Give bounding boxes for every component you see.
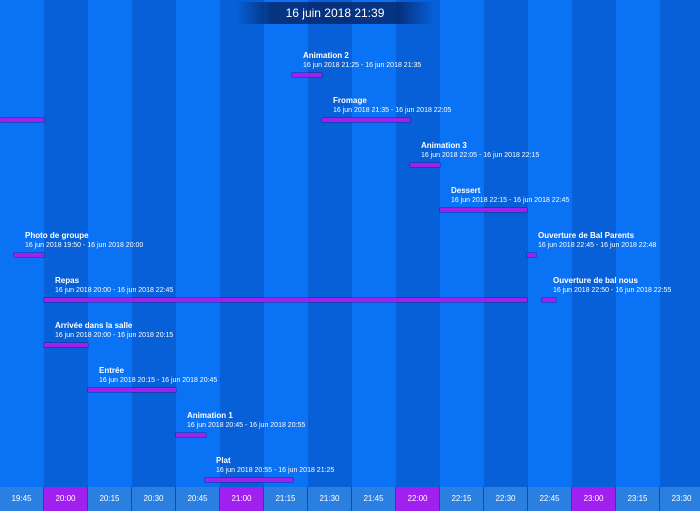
time-tick[interactable]: 20:45 bbox=[176, 487, 220, 511]
event-title-arrivee-salle[interactable]: Arrivée dans la salle bbox=[55, 321, 133, 330]
event-title-repas[interactable]: Repas bbox=[55, 276, 80, 285]
event-range-repas: 16 jun 2018 20:00 - 16 jun 2018 22:45 bbox=[55, 287, 174, 294]
time-tick[interactable]: 22:15 bbox=[440, 487, 484, 511]
event-range-photo-de-groupe: 16 jun 2018 19:50 - 16 jun 2018 20:00 bbox=[25, 242, 144, 249]
event-title-photo-de-groupe[interactable]: Photo de groupe bbox=[25, 231, 89, 240]
time-tick[interactable]: 21:45 bbox=[352, 487, 396, 511]
time-column bbox=[484, 0, 528, 487]
event-bar-dessert[interactable] bbox=[440, 208, 527, 212]
event-title-fromage[interactable]: Fromage bbox=[333, 96, 367, 105]
event-title-animation-3[interactable]: Animation 3 bbox=[421, 141, 467, 150]
event-range-plat: 16 jun 2018 20:55 - 16 jun 2018 21:25 bbox=[216, 467, 335, 474]
event-range-dessert: 16 jun 2018 22:15 - 16 jun 2018 22:45 bbox=[451, 197, 570, 204]
event-bar-animation-2[interactable] bbox=[292, 73, 322, 77]
time-tick[interactable]: 21:30 bbox=[308, 487, 352, 511]
time-column bbox=[308, 0, 352, 487]
event-bar-fromage[interactable] bbox=[322, 118, 410, 122]
event-title-ouverture-bal-nous[interactable]: Ouverture de bal nous bbox=[553, 276, 638, 285]
time-column bbox=[132, 0, 176, 487]
event-bar-ouverture-bal-nous[interactable] bbox=[542, 298, 556, 302]
event-bar-repas[interactable] bbox=[44, 298, 527, 302]
time-column bbox=[440, 0, 484, 487]
time-tick[interactable]: 22:45 bbox=[528, 487, 572, 511]
event-title-animation-2[interactable]: Animation 2 bbox=[303, 51, 349, 60]
time-column bbox=[528, 0, 572, 487]
event-bar-entree[interactable] bbox=[88, 388, 176, 392]
time-tick[interactable]: 22:30 bbox=[484, 487, 528, 511]
time-column bbox=[352, 0, 396, 487]
time-column bbox=[176, 0, 220, 487]
event-bar-photo-de-groupe[interactable] bbox=[14, 253, 44, 257]
event-title-dessert[interactable]: Dessert bbox=[451, 186, 481, 195]
event-bar-animation-1[interactable] bbox=[176, 433, 206, 437]
event-bar-animation-3[interactable] bbox=[410, 163, 440, 167]
event-range-fromage: 16 jun 2018 21:35 - 16 jun 2018 22:05 bbox=[333, 107, 452, 114]
time-column bbox=[264, 0, 308, 487]
event-range-ouverture-bal-nous: 16 jun 2018 22:50 - 16 jun 2018 22:55 bbox=[553, 287, 672, 294]
event-title-animation-1[interactable]: Animation 1 bbox=[187, 411, 233, 420]
time-tick[interactable]: 23:30 bbox=[660, 487, 700, 511]
event-range-animation-2: 16 jun 2018 21:25 - 16 jun 2018 21:35 bbox=[303, 62, 422, 69]
time-tick[interactable]: 21:15 bbox=[264, 487, 308, 511]
time-tick[interactable]: 20:00 bbox=[44, 487, 88, 511]
time-tick[interactable]: 21:00 bbox=[220, 487, 264, 511]
event-range-animation-3: 16 jun 2018 22:05 - 16 jun 2018 22:15 bbox=[421, 152, 540, 159]
event-bar-offscreen[interactable] bbox=[0, 118, 44, 122]
time-column bbox=[396, 0, 440, 487]
time-tick[interactable]: 20:15 bbox=[88, 487, 132, 511]
current-datetime: 16 juin 2018 21:39 bbox=[236, 2, 434, 24]
event-bar-arrivee-salle[interactable] bbox=[44, 343, 88, 347]
time-tick[interactable]: 23:15 bbox=[616, 487, 660, 511]
time-column bbox=[220, 0, 264, 487]
event-title-ouverture-bal-parents[interactable]: Ouverture de Bal Parents bbox=[538, 231, 635, 240]
event-title-plat[interactable]: Plat bbox=[216, 456, 231, 465]
event-range-entree: 16 jun 2018 20:15 - 16 jun 2018 20:45 bbox=[99, 377, 218, 384]
time-tick[interactable]: 19:45 bbox=[0, 487, 44, 511]
event-title-entree[interactable]: Entrée bbox=[99, 366, 124, 375]
event-bar-ouverture-bal-parents[interactable] bbox=[527, 253, 536, 257]
event-range-animation-1: 16 jun 2018 20:45 - 16 jun 2018 20:55 bbox=[187, 422, 306, 429]
time-column bbox=[88, 0, 132, 487]
time-tick[interactable]: 20:30 bbox=[132, 487, 176, 511]
event-range-ouverture-bal-parents: 16 jun 2018 22:45 - 16 jun 2018 22:48 bbox=[538, 242, 657, 249]
time-column bbox=[660, 0, 700, 487]
event-range-arrivee-salle: 16 jun 2018 20:00 - 16 jun 2018 20:15 bbox=[55, 332, 174, 339]
time-tick[interactable]: 22:00 bbox=[396, 487, 440, 511]
time-tick[interactable]: 23:00 bbox=[572, 487, 616, 511]
time-column bbox=[616, 0, 660, 487]
time-axis: 19:45 20:00 20:15 20:30 20:45 21:00 21:15 21:30… bbox=[0, 487, 700, 511]
event-bar-plat[interactable] bbox=[205, 478, 293, 482]
time-column bbox=[44, 0, 88, 487]
time-column bbox=[0, 0, 44, 487]
time-column bbox=[572, 0, 616, 487]
